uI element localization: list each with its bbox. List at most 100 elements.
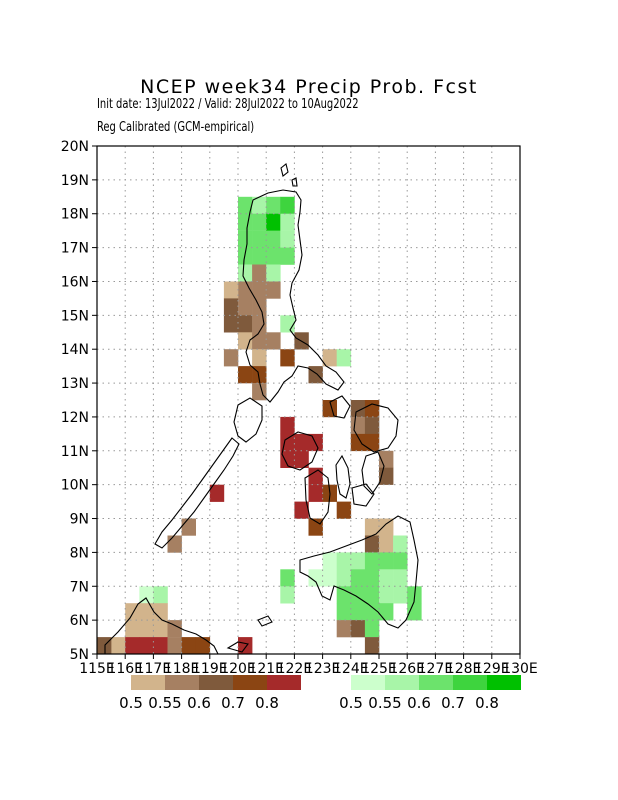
grid-cell bbox=[364, 416, 380, 435]
grid-cell bbox=[252, 349, 267, 367]
grid-cell bbox=[167, 620, 182, 638]
grid-cell bbox=[280, 213, 295, 231]
grid-cell bbox=[350, 569, 366, 587]
grid-cell bbox=[223, 349, 239, 367]
grid-cell bbox=[336, 501, 352, 519]
grid-cell bbox=[336, 586, 352, 604]
grid-cell bbox=[125, 637, 140, 655]
grid-cell bbox=[364, 569, 380, 587]
lon-tick-label: 119E bbox=[192, 661, 228, 677]
grid-cell bbox=[266, 332, 281, 350]
above-normal-label: 0.7 bbox=[441, 694, 465, 712]
below-normal-swatch bbox=[131, 675, 165, 690]
below-normal-label: 0.8 bbox=[255, 694, 279, 712]
lat-tick-label: 14N bbox=[61, 342, 89, 358]
lat-tick-label: 8N bbox=[70, 545, 89, 561]
grid-cell bbox=[238, 281, 253, 299]
lat-tick-label: 17N bbox=[61, 241, 89, 257]
grid-cell bbox=[364, 535, 380, 553]
grid-cell bbox=[223, 315, 239, 333]
grid-cell bbox=[364, 400, 380, 418]
above-normal-label: 0.8 bbox=[475, 694, 499, 712]
coastline bbox=[104, 163, 419, 655]
below-normal-label: 0.6 bbox=[187, 694, 211, 712]
grid-cell bbox=[238, 637, 253, 655]
lat-tick-label: 5N bbox=[70, 647, 89, 663]
grid-cell bbox=[280, 586, 295, 604]
above-normal-swatch bbox=[419, 675, 453, 690]
grid-cell bbox=[336, 569, 352, 587]
grid-cell bbox=[209, 484, 225, 502]
init-valid-dates: Init date: 13Jul2022 / Valid: 28Jul2022 … bbox=[97, 97, 359, 112]
coastline-cebu bbox=[335, 454, 351, 499]
grid-cell bbox=[153, 586, 168, 604]
coastline-palawan bbox=[154, 437, 240, 549]
lat-tick-label: 7N bbox=[70, 579, 89, 595]
lon-tick-label: 128E bbox=[446, 661, 482, 677]
lon-tick-label: 120E bbox=[220, 661, 256, 677]
below-normal-swatch bbox=[199, 675, 233, 690]
grid-cell bbox=[393, 535, 408, 553]
grid-cell bbox=[153, 603, 168, 621]
grid-cell bbox=[167, 637, 182, 655]
coastline-negros bbox=[304, 469, 331, 525]
grid-cell bbox=[322, 552, 337, 570]
above-normal-label: 0.6 bbox=[407, 694, 431, 712]
coastline-batanes bbox=[280, 163, 298, 187]
grid-cell bbox=[223, 298, 239, 316]
grid-cell bbox=[238, 230, 253, 248]
grid-cell bbox=[252, 213, 267, 231]
grid-cell bbox=[238, 315, 253, 333]
lat-tick-label: 9N bbox=[70, 512, 89, 528]
lon-tick-label: 116E bbox=[107, 661, 143, 677]
grid-cell bbox=[252, 264, 267, 282]
grid-cell bbox=[223, 281, 239, 299]
lat-tick-label: 13N bbox=[61, 376, 89, 392]
grid-cell bbox=[280, 196, 295, 214]
grid-cell bbox=[393, 552, 408, 570]
grid-cell bbox=[280, 349, 295, 367]
grid-cell bbox=[364, 586, 380, 604]
coastline-leyte bbox=[361, 451, 385, 495]
colorbar: 0.5 0.55 0.6 0.7 0.8 0.5 0.55 0.6 0.7 0.8 bbox=[119, 675, 521, 712]
grid-cell bbox=[364, 620, 380, 638]
map-frame bbox=[96, 145, 521, 655]
grid-cell bbox=[379, 586, 394, 604]
latitude-labels: 5N 6N 7N 8N 9N 10N 11N 12N 13N 14N 15N 16N 17N 18N 19N… bbox=[61, 139, 97, 663]
coastline-samar bbox=[353, 403, 399, 453]
grid-cell bbox=[153, 620, 168, 638]
lon-tick-label: 117E bbox=[136, 661, 172, 677]
grid-cell bbox=[238, 196, 253, 214]
grid-cell bbox=[294, 450, 309, 468]
grid-cell bbox=[350, 552, 366, 570]
coastline-mindoro bbox=[233, 397, 263, 443]
coastline-luzon bbox=[242, 189, 345, 403]
grid-cell bbox=[238, 213, 253, 231]
grid-cell bbox=[393, 586, 408, 604]
grid-cell bbox=[181, 637, 196, 655]
grid-cell bbox=[266, 196, 281, 214]
grid-cell bbox=[139, 637, 154, 655]
grid-cell bbox=[336, 552, 352, 570]
grid-cell bbox=[336, 620, 352, 638]
lon-tick-label: 121E bbox=[248, 661, 284, 677]
below-normal-swatch bbox=[165, 675, 199, 690]
grid-cell bbox=[139, 603, 154, 621]
grid-cell bbox=[181, 518, 196, 536]
grid-cell bbox=[252, 281, 267, 299]
grid-cell bbox=[322, 349, 337, 367]
grid-cell bbox=[238, 366, 253, 384]
above-normal-swatch bbox=[385, 675, 419, 690]
grid-cell bbox=[294, 501, 309, 519]
lat-tick-label: 20N bbox=[61, 139, 89, 155]
lat-tick-label: 19N bbox=[61, 173, 89, 189]
grid-cell bbox=[364, 518, 380, 536]
grid-cell bbox=[336, 603, 352, 621]
above-normal-label: 0.5 bbox=[339, 694, 363, 712]
gridlines bbox=[97, 146, 520, 654]
above-normal-swatch bbox=[487, 675, 521, 690]
grid-cell bbox=[407, 603, 422, 621]
coastline-sulu-islands bbox=[226, 615, 273, 653]
grid-cell bbox=[167, 535, 182, 553]
lon-tick-label: 126E bbox=[389, 661, 425, 677]
